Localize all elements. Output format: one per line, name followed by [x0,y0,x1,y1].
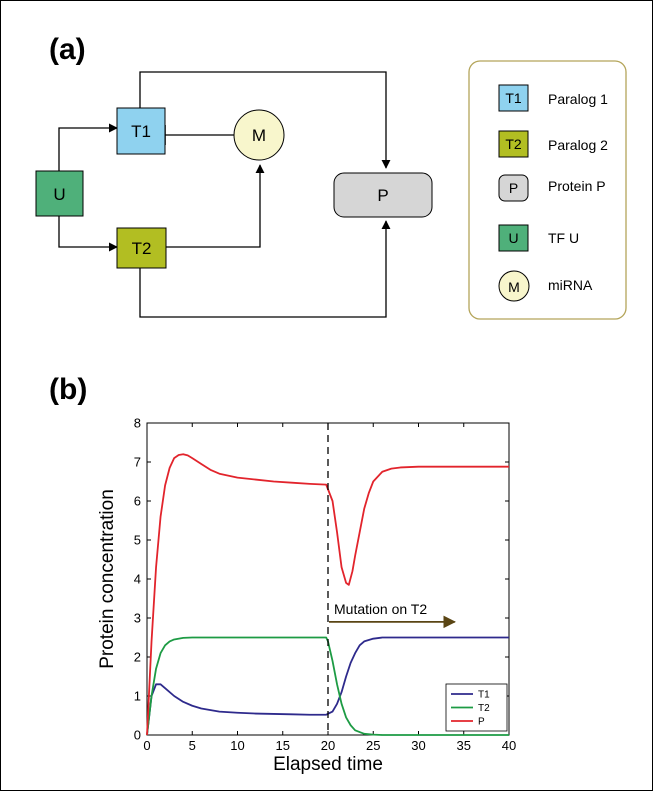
x-tick-label: 20 [321,738,335,753]
node-m-label: M [252,126,266,145]
x-tick-label: 30 [411,738,425,753]
legend-swatch-t2 [498,130,529,158]
node-t1-box [116,107,166,155]
legend-item-t2: T2 Paralog 2 [498,130,608,158]
time-course-chart: 0 5 10 15 20 25 30 35 40 0 1 2 3 4 5 6 7 8 Mutation on T2… [97,416,516,776]
legend-swatch-t1 [498,84,529,112]
panel-b-label: (b) [49,373,87,406]
x-tick-label: 40 [502,738,516,753]
legend-key-p: P [509,180,518,196]
legend-swatch-m [498,270,530,302]
series-line-t1 [146,636,509,736]
x-tick-label: 25 [366,738,380,753]
edge-t1-p [139,71,391,169]
node-t2-label: T2 [132,239,152,258]
legend-item-p: P Protein P [498,174,606,202]
legend-key-t1: T1 [505,90,522,106]
node-t2: T2 [116,227,167,269]
panel-b: (b) 0 5 10 15 20 25 30 35 40 0 1 2 3 4 5 6 7 8 Mutation o… [49,373,516,775]
y-tick-label: 1 [134,689,141,704]
panel-a: (a) U T1 T2 [35,33,627,320]
node-t1: T1 [116,107,166,155]
chart-legend-label-t2: T2 [478,703,490,714]
node-p-label: P [377,186,388,205]
legend-key-m: M [508,279,520,295]
legend-text-m: miRNA [548,277,593,293]
node-p-box [333,172,433,218]
y-axis-label: Protein concentration [97,489,118,669]
edge-t2-p [139,220,391,318]
x-tick-label: 0 [143,738,150,753]
legend-key-u: U [508,230,518,246]
series-line-p [146,453,509,736]
node-u-label: U [53,185,65,204]
legend-text-u: TF U [548,230,579,246]
y-tick-label: 6 [134,494,141,509]
legend-text-t1: Paralog 1 [548,91,608,107]
chart-legend-label-p: P [478,717,485,728]
node-t1-label: T1 [131,122,151,141]
y-tick-label: 8 [134,416,141,431]
y-tick-label: 5 [134,533,141,548]
legend-swatch-u [498,224,529,252]
edge-u-t2 [58,216,118,252]
node-m: M [233,109,285,161]
legend-swatch-p [498,174,529,202]
legend-item-m: M miRNA [498,270,593,302]
x-tick-label: 35 [457,738,471,753]
x-tick-label: 15 [276,738,290,753]
y-tick-label: 0 [134,728,141,743]
legend-item-u: U TF U [498,224,579,252]
node-t2-box [116,227,167,269]
chart-legend-label-t1: T1 [478,690,490,701]
node-p: P [333,172,433,218]
legend-box: T1 Paralog 1 T2 Paralog 2 P Protein P U … [468,60,627,320]
x-axis-label: Elapsed time [273,754,383,775]
node-u-box [35,170,84,217]
y-tick-label: 2 [134,650,141,665]
axis-ticks: 0 5 10 15 20 25 30 35 40 0 1 2 3 4 5 6 7 8 [134,416,516,754]
legend-frame [468,60,627,320]
legend-text-t2: Paralog 2 [548,137,608,153]
edge-u-t1 [58,123,118,171]
series-line-t2 [146,636,509,736]
series-lines [146,453,509,736]
y-tick-label: 3 [134,611,141,626]
legend-key-t2: T2 [505,136,522,152]
legend-item-t1: T1 Paralog 1 [498,84,608,112]
x-tick-label: 10 [230,738,244,753]
legend-text-p: Protein P [548,178,606,194]
y-tick-label: 7 [134,455,141,470]
chart-legend: T1 T2 P [445,683,508,732]
mutation-annotation: Mutation on T2 [334,601,427,617]
y-tick-label: 4 [134,572,141,587]
node-m-circle [233,109,285,161]
panel-a-label: (a) [49,33,86,66]
x-tick-label: 5 [189,738,196,753]
node-u: U [35,170,84,217]
network-edges [58,71,391,318]
edge-t2-m [166,164,265,248]
